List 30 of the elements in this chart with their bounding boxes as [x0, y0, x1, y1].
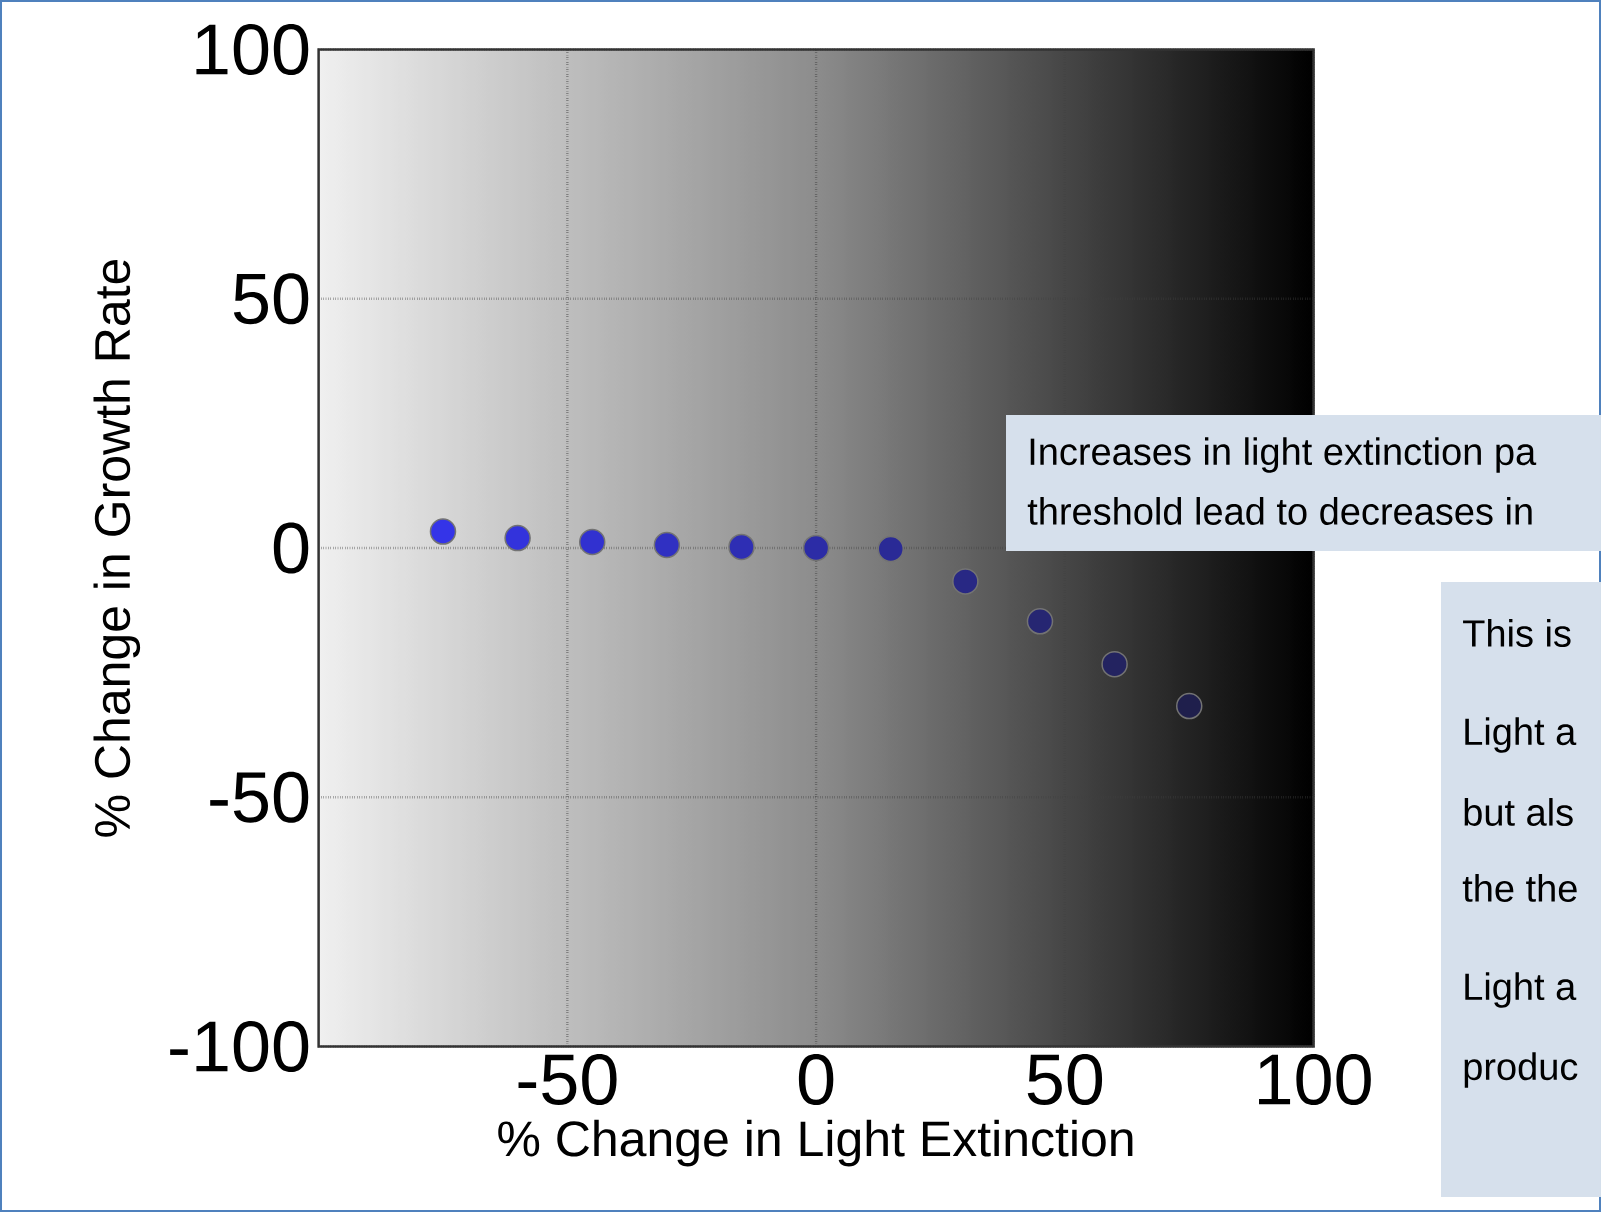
point — [578, 528, 606, 556]
point — [802, 534, 830, 562]
y-tick-label: 50 — [233, 273, 309, 325]
point — [1175, 692, 1203, 720]
text: This is — [1463, 619, 1571, 647]
annotation: threshold lead to decreases in — [1027, 497, 1532, 525]
point — [1026, 608, 1054, 635]
text: Light a — [1465, 972, 1577, 1008]
y-tick-label: -50 — [210, 771, 309, 823]
y-axis-title: % Change in Growth Rate — [93, 259, 141, 837]
x-tick-label: 50 — [1027, 1054, 1103, 1105]
x-tick-label: 0 — [798, 1054, 834, 1105]
x-tick-label: -50 — [518, 1054, 617, 1105]
y-tick-label: -100 — [170, 1020, 309, 1072]
annotation: Increases in light extinction pa — [1030, 437, 1537, 473]
point — [1101, 650, 1128, 678]
y-tick-label: 100 — [196, 23, 309, 75]
point — [952, 568, 979, 595]
text: Light a — [1465, 717, 1577, 753]
x-axis-title: % Change in Light Extinction — [498, 1119, 1133, 1167]
y-tick-label: 0 — [273, 522, 309, 574]
x-tick-label: 100 — [1259, 1054, 1371, 1105]
text: produc — [1464, 1052, 1578, 1088]
point — [728, 533, 755, 561]
point — [653, 531, 681, 559]
text: but als — [1464, 798, 1573, 826]
text: the the — [1462, 874, 1577, 902]
point — [877, 535, 904, 563]
point — [504, 524, 531, 552]
point — [429, 518, 457, 545]
